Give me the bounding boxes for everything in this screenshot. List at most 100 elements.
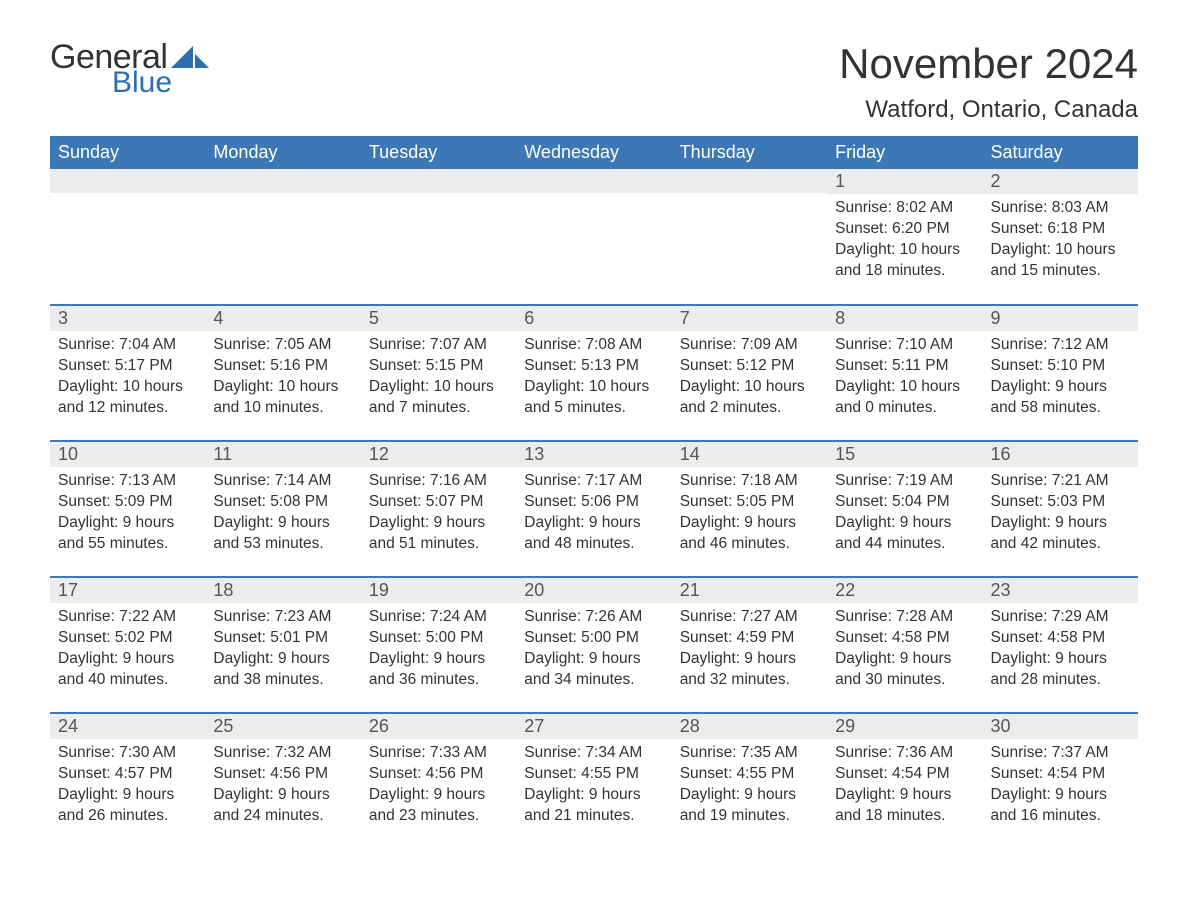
day-details: Sunrise: 7:14 AMSunset: 5:08 PMDaylight:…: [205, 467, 360, 561]
day-day1: Daylight: 9 hours: [991, 377, 1130, 398]
calendar-header-row: SundayMondayTuesdayWednesdayThursdayFrid…: [50, 136, 1138, 169]
day-details: Sunrise: 7:09 AMSunset: 5:12 PMDaylight:…: [672, 331, 827, 425]
calendar-empty-cell: [516, 169, 671, 305]
day-day2: and 12 minutes.: [58, 398, 197, 419]
day-sunset: Sunset: 4:54 PM: [835, 764, 974, 785]
day-number: 16: [983, 442, 1138, 467]
header: General Blue November 2024 Watford, Onta…: [50, 40, 1138, 124]
day-day2: and 15 minutes.: [991, 261, 1130, 282]
day-number: 9: [983, 306, 1138, 331]
empty-day-bar: [205, 169, 360, 193]
day-number: 12: [361, 442, 516, 467]
empty-day-bar: [50, 169, 205, 193]
day-details: Sunrise: 7:10 AMSunset: 5:11 PMDaylight:…: [827, 331, 982, 425]
calendar-empty-cell: [672, 169, 827, 305]
day-number: 14: [672, 442, 827, 467]
day-sunset: Sunset: 4:59 PM: [680, 628, 819, 649]
day-sunset: Sunset: 5:09 PM: [58, 492, 197, 513]
day-day2: and 55 minutes.: [58, 534, 197, 555]
day-sunrise: Sunrise: 7:16 AM: [369, 471, 508, 492]
day-day1: Daylight: 9 hours: [991, 785, 1130, 806]
day-details: Sunrise: 7:36 AMSunset: 4:54 PMDaylight:…: [827, 739, 982, 833]
day-day1: Daylight: 10 hours: [835, 240, 974, 261]
calendar-day-cell: 20Sunrise: 7:26 AMSunset: 5:00 PMDayligh…: [516, 577, 671, 713]
calendar-week-row: 1Sunrise: 8:02 AMSunset: 6:20 PMDaylight…: [50, 169, 1138, 305]
calendar-week-row: 24Sunrise: 7:30 AMSunset: 4:57 PMDayligh…: [50, 713, 1138, 849]
day-sunrise: Sunrise: 7:30 AM: [58, 743, 197, 764]
day-day2: and 44 minutes.: [835, 534, 974, 555]
day-sunrise: Sunrise: 7:27 AM: [680, 607, 819, 628]
calendar-day-cell: 24Sunrise: 7:30 AMSunset: 4:57 PMDayligh…: [50, 713, 205, 849]
title-block: November 2024 Watford, Ontario, Canada: [839, 40, 1138, 124]
day-sunset: Sunset: 6:20 PM: [835, 219, 974, 240]
day-day1: Daylight: 10 hours: [369, 377, 508, 398]
calendar-week-row: 17Sunrise: 7:22 AMSunset: 5:02 PMDayligh…: [50, 577, 1138, 713]
day-number: 1: [827, 169, 982, 194]
day-day1: Daylight: 9 hours: [369, 649, 508, 670]
calendar-table: SundayMondayTuesdayWednesdayThursdayFrid…: [50, 136, 1138, 849]
day-number: 21: [672, 578, 827, 603]
weekday-header: Saturday: [983, 136, 1138, 169]
calendar-day-cell: 21Sunrise: 7:27 AMSunset: 4:59 PMDayligh…: [672, 577, 827, 713]
day-day2: and 10 minutes.: [213, 398, 352, 419]
day-details: Sunrise: 7:16 AMSunset: 5:07 PMDaylight:…: [361, 467, 516, 561]
day-number: 17: [50, 578, 205, 603]
day-day1: Daylight: 9 hours: [835, 649, 974, 670]
day-sunrise: Sunrise: 7:04 AM: [58, 335, 197, 356]
day-day1: Daylight: 9 hours: [991, 649, 1130, 670]
day-details: Sunrise: 7:26 AMSunset: 5:00 PMDaylight:…: [516, 603, 671, 697]
day-sunset: Sunset: 4:56 PM: [213, 764, 352, 785]
day-sunset: Sunset: 5:01 PM: [213, 628, 352, 649]
day-day1: Daylight: 10 hours: [991, 240, 1130, 261]
calendar-day-cell: 13Sunrise: 7:17 AMSunset: 5:06 PMDayligh…: [516, 441, 671, 577]
day-number: 18: [205, 578, 360, 603]
day-number: 26: [361, 714, 516, 739]
day-day1: Daylight: 10 hours: [835, 377, 974, 398]
day-number: 27: [516, 714, 671, 739]
calendar-day-cell: 16Sunrise: 7:21 AMSunset: 5:03 PMDayligh…: [983, 441, 1138, 577]
day-sunset: Sunset: 5:16 PM: [213, 356, 352, 377]
day-sunrise: Sunrise: 7:08 AM: [524, 335, 663, 356]
calendar-day-cell: 27Sunrise: 7:34 AMSunset: 4:55 PMDayligh…: [516, 713, 671, 849]
day-sunset: Sunset: 5:17 PM: [58, 356, 197, 377]
day-details: Sunrise: 7:33 AMSunset: 4:56 PMDaylight:…: [361, 739, 516, 833]
day-day1: Daylight: 9 hours: [524, 649, 663, 670]
day-number: 5: [361, 306, 516, 331]
day-number: 7: [672, 306, 827, 331]
calendar-day-cell: 6Sunrise: 7:08 AMSunset: 5:13 PMDaylight…: [516, 305, 671, 441]
location-subtitle: Watford, Ontario, Canada: [839, 96, 1138, 124]
logo-word-blue: Blue: [112, 68, 172, 98]
calendar-day-cell: 2Sunrise: 8:03 AMSunset: 6:18 PMDaylight…: [983, 169, 1138, 305]
day-sunrise: Sunrise: 7:33 AM: [369, 743, 508, 764]
day-sunset: Sunset: 6:18 PM: [991, 219, 1130, 240]
day-details: Sunrise: 7:35 AMSunset: 4:55 PMDaylight:…: [672, 739, 827, 833]
weekday-header: Tuesday: [361, 136, 516, 169]
day-number: 25: [205, 714, 360, 739]
day-sunset: Sunset: 4:55 PM: [524, 764, 663, 785]
day-details: Sunrise: 7:21 AMSunset: 5:03 PMDaylight:…: [983, 467, 1138, 561]
day-details: Sunrise: 7:12 AMSunset: 5:10 PMDaylight:…: [983, 331, 1138, 425]
day-number: 11: [205, 442, 360, 467]
day-details: Sunrise: 7:30 AMSunset: 4:57 PMDaylight:…: [50, 739, 205, 833]
day-day2: and 21 minutes.: [524, 806, 663, 827]
calendar-day-cell: 19Sunrise: 7:24 AMSunset: 5:00 PMDayligh…: [361, 577, 516, 713]
day-sunset: Sunset: 4:58 PM: [991, 628, 1130, 649]
day-sunrise: Sunrise: 7:35 AM: [680, 743, 819, 764]
day-day2: and 30 minutes.: [835, 670, 974, 691]
calendar-day-cell: 30Sunrise: 7:37 AMSunset: 4:54 PMDayligh…: [983, 713, 1138, 849]
day-day2: and 58 minutes.: [991, 398, 1130, 419]
day-day1: Daylight: 9 hours: [369, 785, 508, 806]
day-sunrise: Sunrise: 7:21 AM: [991, 471, 1130, 492]
calendar-day-cell: 15Sunrise: 7:19 AMSunset: 5:04 PMDayligh…: [827, 441, 982, 577]
day-details: Sunrise: 7:34 AMSunset: 4:55 PMDaylight:…: [516, 739, 671, 833]
day-sunrise: Sunrise: 8:03 AM: [991, 198, 1130, 219]
day-day1: Daylight: 9 hours: [524, 785, 663, 806]
calendar-day-cell: 3Sunrise: 7:04 AMSunset: 5:17 PMDaylight…: [50, 305, 205, 441]
calendar-week-row: 3Sunrise: 7:04 AMSunset: 5:17 PMDaylight…: [50, 305, 1138, 441]
day-sunrise: Sunrise: 7:19 AM: [835, 471, 974, 492]
day-day2: and 0 minutes.: [835, 398, 974, 419]
calendar-day-cell: 5Sunrise: 7:07 AMSunset: 5:15 PMDaylight…: [361, 305, 516, 441]
day-sunrise: Sunrise: 7:17 AM: [524, 471, 663, 492]
day-day1: Daylight: 9 hours: [680, 513, 819, 534]
day-day1: Daylight: 9 hours: [213, 785, 352, 806]
